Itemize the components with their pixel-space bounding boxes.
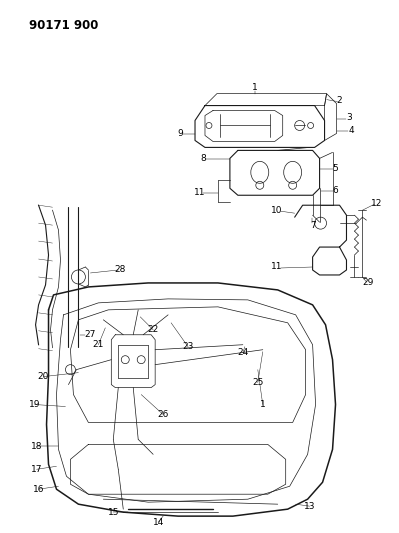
Text: 21: 21	[93, 340, 104, 349]
Text: 3: 3	[347, 113, 352, 122]
Text: 22: 22	[148, 325, 159, 334]
Text: 8: 8	[200, 154, 206, 163]
Text: 24: 24	[237, 348, 249, 357]
Text: 20: 20	[38, 372, 49, 381]
Text: 1: 1	[252, 83, 258, 92]
Text: 16: 16	[33, 484, 44, 494]
Text: 23: 23	[182, 342, 194, 351]
Text: 10: 10	[271, 206, 282, 215]
Text: 12: 12	[371, 199, 382, 208]
Text: 11: 11	[194, 188, 206, 197]
Text: 2: 2	[337, 96, 342, 105]
Text: 18: 18	[31, 442, 42, 451]
Text: 5: 5	[333, 164, 338, 173]
Text: 17: 17	[31, 465, 42, 474]
Text: 14: 14	[152, 518, 164, 527]
Text: 1: 1	[260, 400, 266, 409]
Text: 6: 6	[333, 186, 338, 195]
Text: 13: 13	[304, 502, 315, 511]
Text: 19: 19	[29, 400, 40, 409]
Text: 28: 28	[115, 265, 126, 274]
Text: 11: 11	[271, 262, 282, 271]
Text: 4: 4	[349, 126, 354, 135]
Text: 25: 25	[252, 378, 263, 387]
Text: 9: 9	[177, 129, 183, 138]
Text: 90171 900: 90171 900	[29, 19, 98, 32]
Text: 7: 7	[310, 221, 316, 230]
Text: 26: 26	[158, 410, 169, 419]
Text: 15: 15	[108, 507, 119, 516]
Text: 29: 29	[363, 278, 374, 287]
Text: 27: 27	[85, 330, 96, 340]
